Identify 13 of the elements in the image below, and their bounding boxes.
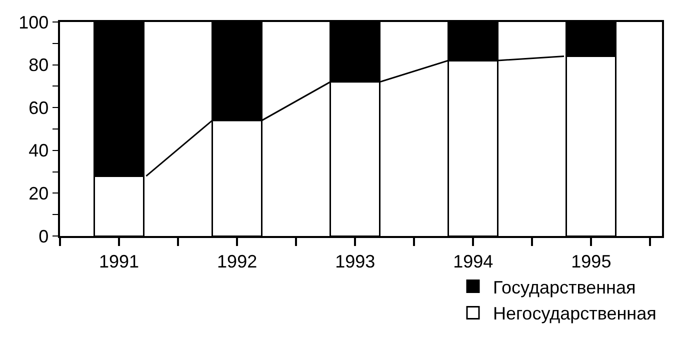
y-tick-label: 100 [18, 12, 49, 32]
x-tick-label: 1994 [453, 251, 494, 272]
y-tick-label: 60 [28, 98, 49, 118]
x-tick-label: 1993 [335, 251, 376, 272]
y-tick-label: 20 [28, 184, 49, 204]
legend-label: Государственная [493, 277, 636, 298]
x-tick-label: 1992 [217, 251, 258, 272]
y-tick-label: 80 [28, 55, 49, 76]
x-tick-label: 1995 [571, 251, 612, 272]
legend-label: Негосударственная [493, 304, 656, 324]
y-tick-label: 0 [38, 226, 49, 246]
y-tick-label: 40 [28, 140, 49, 161]
x-tick-label: 1991 [98, 251, 140, 272]
